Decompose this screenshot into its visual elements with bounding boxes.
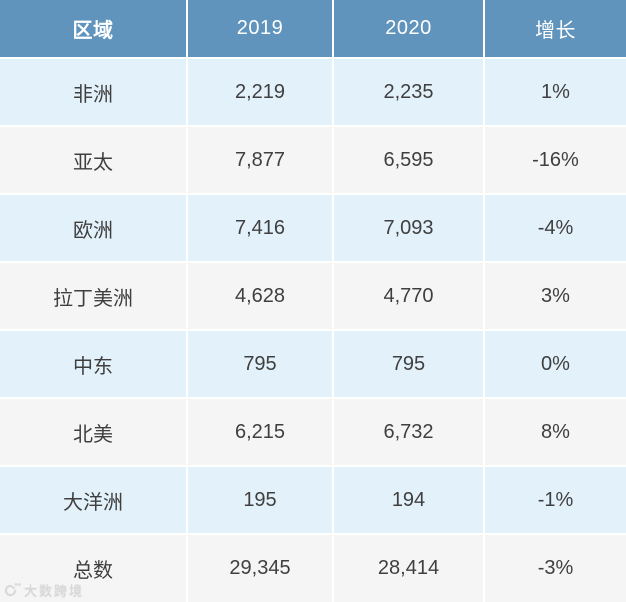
cell-region: 欧洲 <box>0 194 188 263</box>
cell-region: 大洋洲 <box>0 466 188 535</box>
cell-2020: 4,770 <box>333 262 485 331</box>
cell-2020: 194 <box>333 466 485 535</box>
cell-2020: 2,235 <box>333 58 485 127</box>
cell-growth: 8% <box>484 398 626 467</box>
cell-2019: 7,877 <box>187 126 334 195</box>
cell-region: 中东 <box>0 330 188 399</box>
cell-2020: 795 <box>333 330 485 399</box>
table-row-latin-america: 拉丁美洲 4,628 4,770 3% <box>0 262 626 331</box>
cell-2019: 4,628 <box>187 262 334 331</box>
cell-2019: 195 <box>187 466 334 535</box>
table-row-asia-pacific: 亚太 7,877 6,595 -16% <box>0 126 626 195</box>
cell-2019: 2,219 <box>187 58 334 127</box>
table-row-africa: 非洲 2,219 2,235 1% <box>0 58 626 127</box>
cell-region: 总数 <box>0 534 188 602</box>
table-row-north-america: 北美 6,215 6,732 8% <box>0 398 626 467</box>
cell-growth: 1% <box>484 58 626 127</box>
header-row: 区域 2019 2020 增长 <box>0 0 626 59</box>
cell-growth: -4% <box>484 194 626 263</box>
column-header-growth: 增长 <box>484 0 626 59</box>
cell-2019: 29,345 <box>187 534 334 602</box>
table-row-europe: 欧洲 7,416 7,093 -4% <box>0 194 626 263</box>
cell-growth: 3% <box>484 262 626 331</box>
table-row-oceania: 大洋洲 195 194 -1% <box>0 466 626 535</box>
cell-growth: -16% <box>484 126 626 195</box>
cell-2020: 6,732 <box>333 398 485 467</box>
column-header-2020: 2020 <box>333 0 485 59</box>
cell-region: 拉丁美洲 <box>0 262 188 331</box>
cell-2019: 6,215 <box>187 398 334 467</box>
cell-2019: 795 <box>187 330 334 399</box>
cell-2020: 28,414 <box>333 534 485 602</box>
column-header-2019: 2019 <box>187 0 334 59</box>
table-header: 区域 2019 2020 增长 <box>0 0 626 59</box>
cell-growth: -1% <box>484 466 626 535</box>
cell-region: 非洲 <box>0 58 188 127</box>
cell-region: 亚太 <box>0 126 188 195</box>
table-row-middle-east: 中东 795 795 0% <box>0 330 626 399</box>
cell-2020: 7,093 <box>333 194 485 263</box>
cell-2019: 7,416 <box>187 194 334 263</box>
cell-region: 北美 <box>0 398 188 467</box>
table-body: 非洲 2,219 2,235 1% 亚太 7,877 6,595 -16% 欧洲… <box>0 58 626 602</box>
cell-growth: 0% <box>484 330 626 399</box>
cell-growth: -3% <box>484 534 626 602</box>
table-row-total: 总数 29,345 28,414 -3% <box>0 534 626 602</box>
column-header-region: 区域 <box>0 0 188 59</box>
cell-2020: 6,595 <box>333 126 485 195</box>
